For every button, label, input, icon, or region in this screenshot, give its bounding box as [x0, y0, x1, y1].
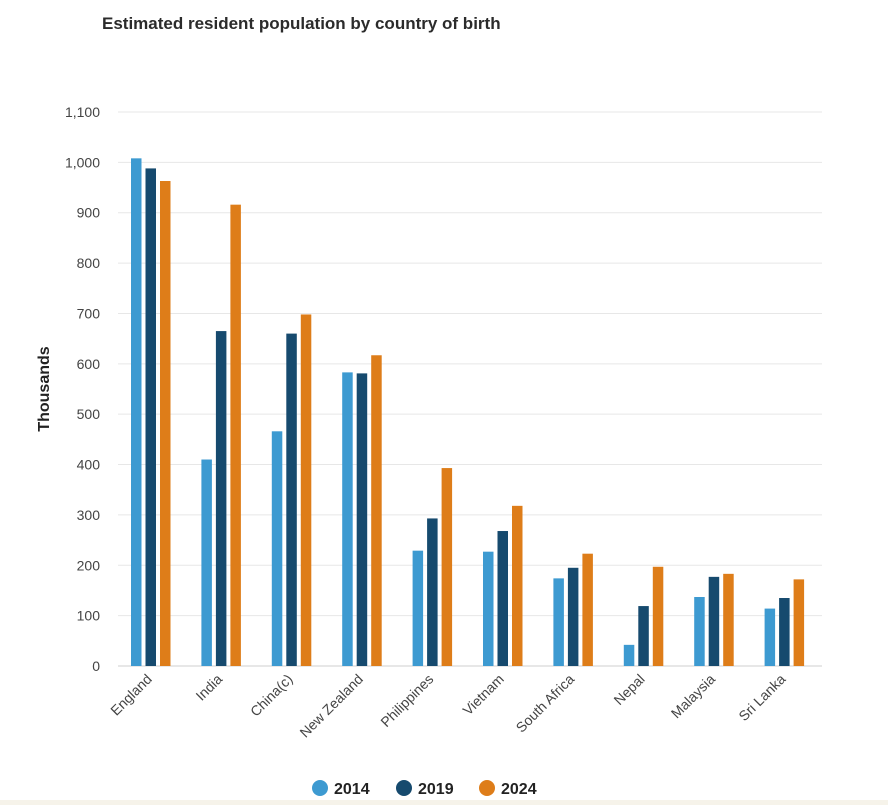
x-tick-label: New Zealand [296, 671, 366, 741]
bar-2019-india [215, 331, 227, 666]
bar-2014-philippines [412, 550, 424, 666]
bar-2024-south-africa [582, 553, 593, 666]
y-tick-label: 900 [77, 205, 101, 221]
legend-marker-2014 [312, 780, 328, 796]
footer-strip [0, 800, 888, 805]
x-tick-label: South Africa [513, 671, 578, 736]
bar-2024-nepal [652, 566, 664, 666]
bar-2014-sri-lanka [764, 608, 776, 666]
x-tick-label: Sri Lanka [735, 671, 788, 724]
bar-2024-england [160, 180, 171, 667]
bar-2014-new-zealand [342, 372, 353, 666]
legend-label-2024: 2024 [501, 781, 537, 798]
bar-2019-south-africa [567, 567, 579, 666]
bar-2014-china-c- [271, 431, 283, 666]
x-tick-label: Malaysia [668, 671, 719, 722]
bar-2014-south-africa [553, 578, 564, 666]
x-tick-label: Nepal [610, 671, 647, 708]
chart-title: Estimated resident population by country… [102, 14, 501, 33]
bar-2019-nepal [638, 606, 649, 666]
bar-2014-malaysia [694, 597, 705, 666]
y-tick-label: 1,000 [65, 154, 100, 170]
legend-marker-2024 [479, 780, 495, 796]
bar-2024-new-zealand [371, 355, 382, 666]
y-tick-label: 700 [77, 305, 101, 321]
bar-2019-england [145, 168, 156, 666]
legend-label-2014: 2014 [334, 781, 370, 798]
bar-2019-new-zealand [356, 373, 368, 666]
legend-marker-2019 [396, 780, 412, 796]
y-tick-label: 400 [77, 457, 101, 473]
bar-2024-malaysia [723, 573, 734, 666]
bar-2014-nepal [623, 644, 635, 666]
bar-2014-vietnam [483, 551, 494, 666]
bar-2019-philippines [427, 518, 438, 666]
bar-2024-vietnam [512, 505, 523, 666]
x-tick-label: Vietnam [459, 671, 506, 718]
bar-2024-philippines [441, 468, 453, 666]
bar-2014-india [201, 459, 212, 666]
y-tick-label: 1,100 [65, 104, 100, 120]
y-tick-label: 500 [77, 406, 101, 422]
x-tick-label: China(c) [247, 671, 296, 720]
x-tick-label: India [192, 671, 225, 704]
y-tick-label: 200 [77, 557, 101, 573]
bar-2019-malaysia [708, 576, 720, 666]
bar-2024-china-c- [300, 314, 312, 666]
x-tick-label: England [107, 671, 155, 719]
y-tick-label: 300 [77, 507, 101, 523]
y-tick-label: 600 [77, 356, 101, 372]
y-axis-title: Thousands [36, 346, 53, 431]
y-tick-label: 800 [77, 255, 101, 271]
x-tick-label: Philippines [377, 671, 436, 730]
legend-label-2019: 2019 [418, 781, 454, 798]
bar-2014-england [131, 158, 142, 667]
y-tick-label: 100 [77, 608, 101, 624]
bar-2019-vietnam [497, 531, 508, 666]
bar-2024-sri-lanka [793, 579, 805, 666]
bar-2019-china-c- [286, 333, 297, 666]
bar-2019-sri-lanka [779, 598, 790, 666]
y-tick-label: 0 [92, 658, 100, 674]
bar-2024-india [230, 204, 241, 666]
